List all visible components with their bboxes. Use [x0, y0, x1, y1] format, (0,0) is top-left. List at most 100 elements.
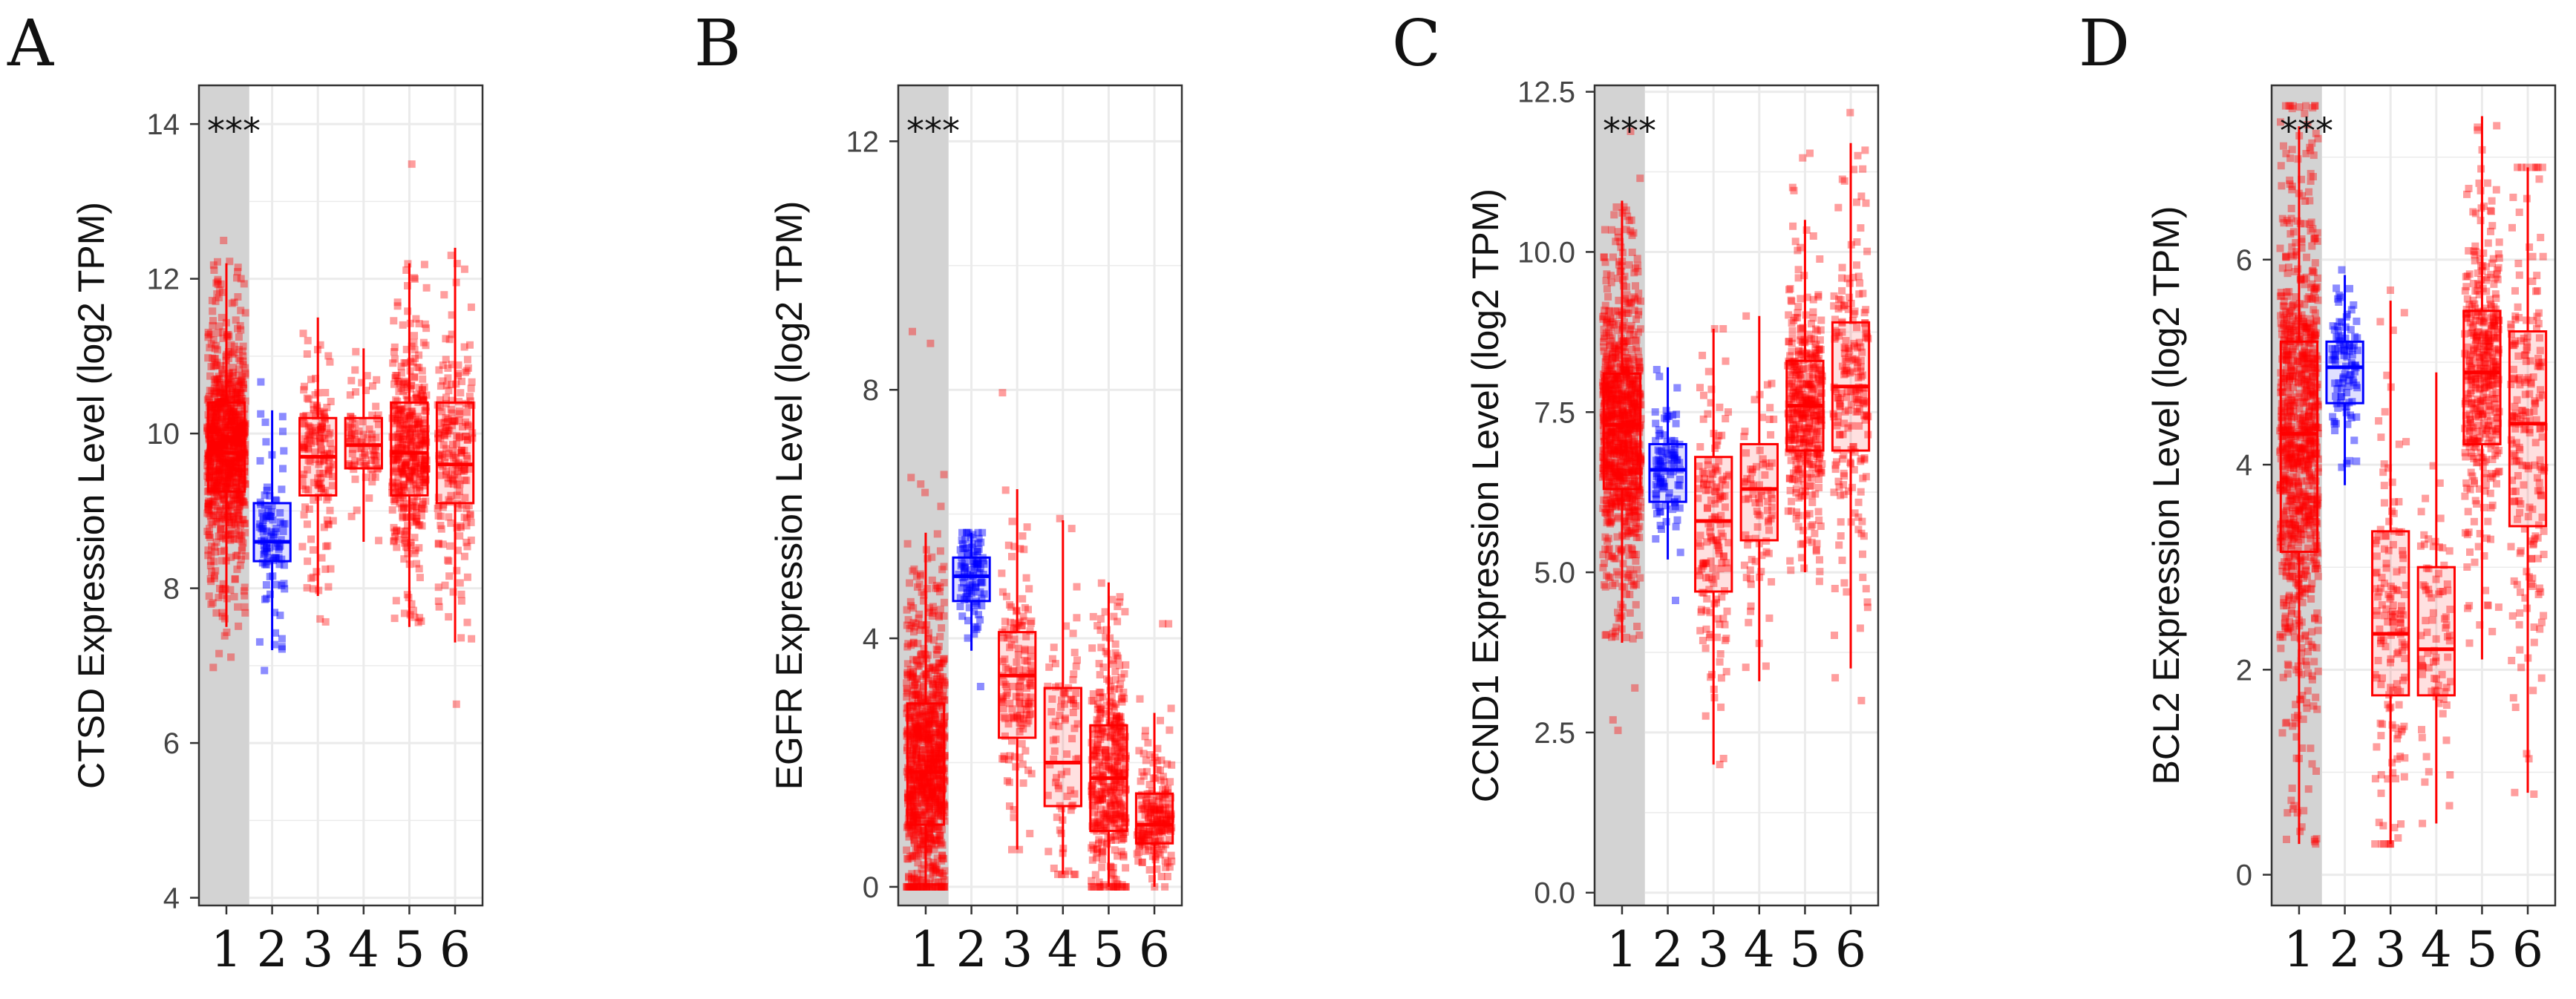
data-point: [272, 497, 281, 505]
data-point: [439, 501, 448, 509]
data-point: [909, 814, 918, 822]
data-point: [1098, 787, 1106, 796]
data-point: [324, 467, 333, 475]
data-point: [1608, 226, 1615, 234]
data-point: [465, 401, 472, 409]
data-point: [1067, 786, 1075, 794]
data-point: [1719, 325, 1727, 333]
data-point: [924, 720, 932, 728]
data-point: [307, 376, 315, 384]
data-point: [215, 286, 223, 294]
data-point: [235, 428, 243, 436]
data-point: [925, 736, 932, 744]
data-point: [913, 758, 921, 766]
data-point: [206, 428, 214, 436]
data-point: [223, 418, 232, 426]
data-point: [926, 604, 934, 612]
data-point: [932, 684, 940, 692]
data-point: [206, 447, 215, 455]
data-point: [419, 467, 428, 474]
data-point: [1722, 635, 1730, 643]
data-point: [211, 478, 219, 486]
data-point: [419, 396, 428, 404]
data-point: [400, 609, 408, 618]
data-point: [206, 430, 214, 439]
data-point: [912, 791, 920, 799]
data-point: [1108, 783, 1116, 791]
data-point: [212, 375, 220, 383]
data-point: [258, 522, 267, 530]
data-point: [411, 346, 419, 354]
data-point: [909, 732, 917, 740]
data-point: [327, 398, 335, 405]
data-point: [931, 878, 939, 886]
data-point: [454, 372, 462, 380]
data-point: [1111, 776, 1119, 784]
data-point: [395, 453, 403, 462]
data-point: [1119, 745, 1126, 753]
data-point: [396, 424, 404, 432]
data-point: [908, 882, 916, 891]
data-point: [924, 783, 932, 791]
data-point: [237, 470, 245, 477]
data-point: [1160, 816, 1167, 824]
data-point: [940, 598, 948, 606]
data-point: [1010, 666, 1018, 675]
data-point: [1112, 831, 1120, 839]
data-point: [1109, 786, 1117, 794]
data-point: [907, 621, 915, 629]
data-point: [918, 650, 926, 658]
data-point: [1653, 366, 1661, 373]
data-point: [323, 496, 331, 504]
data-point: [299, 419, 307, 428]
data-point: [413, 509, 421, 517]
data-point: [911, 681, 919, 688]
data-point: [1074, 754, 1082, 762]
data-point: [1118, 882, 1126, 891]
data-point: [235, 333, 243, 341]
data-point: [393, 482, 402, 490]
data-point: [904, 616, 912, 624]
data-point: [351, 436, 359, 444]
data-point: [208, 482, 216, 490]
data-point: [320, 523, 328, 531]
data-point: [1122, 864, 1130, 872]
data-point: [923, 738, 932, 746]
data-point: [1002, 683, 1010, 691]
data-point: [1630, 551, 1638, 558]
data-point: [300, 413, 308, 420]
data-point: [929, 818, 938, 826]
data-point: [220, 434, 228, 442]
data-point: [1122, 814, 1130, 822]
data-point: [394, 410, 402, 418]
data-point: [209, 424, 217, 432]
data-point: [259, 513, 267, 521]
data-point: [207, 421, 215, 429]
data-point: [223, 451, 231, 459]
data-point: [422, 403, 430, 411]
data-point: [210, 446, 218, 454]
data-point: [926, 834, 934, 842]
data-point: [913, 755, 921, 763]
data-point: [316, 615, 324, 623]
data-point: [974, 540, 982, 548]
data-point: [941, 696, 949, 704]
data-point: [1113, 772, 1121, 780]
data-point: [940, 579, 948, 587]
data-point: [368, 478, 376, 486]
data-point: [1120, 780, 1128, 788]
data-point: [402, 426, 411, 433]
data-point: [912, 817, 920, 825]
data-point: [435, 452, 443, 459]
data-point: [1117, 804, 1125, 812]
data-point: [972, 560, 981, 568]
data-point: [915, 662, 923, 670]
data-point: [420, 419, 428, 427]
data-point: [206, 474, 214, 482]
data-point: [915, 710, 923, 718]
data-point: [416, 487, 424, 494]
data-point: [1058, 696, 1065, 704]
data-point: [399, 432, 408, 440]
data-point: [1007, 641, 1016, 649]
data-point: [346, 421, 354, 429]
